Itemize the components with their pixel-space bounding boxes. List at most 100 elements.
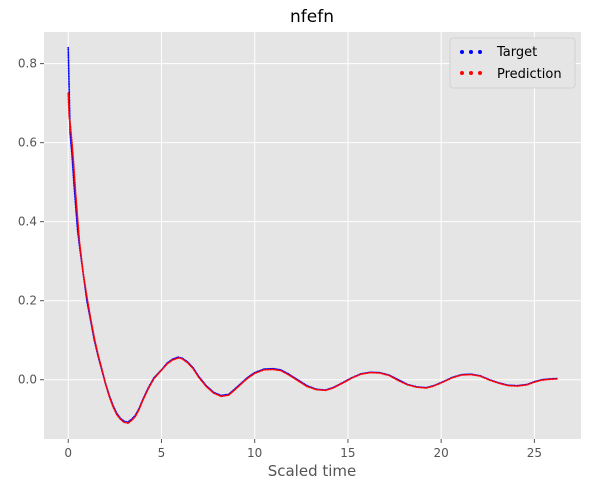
data-point bbox=[77, 223, 79, 225]
data-point bbox=[82, 272, 85, 274]
data-point bbox=[350, 377, 353, 380]
data-point bbox=[471, 373, 474, 376]
data-point bbox=[82, 270, 84, 273]
data-point bbox=[310, 387, 313, 389]
data-point bbox=[468, 373, 471, 376]
data-point bbox=[76, 216, 79, 219]
data-point bbox=[71, 146, 74, 149]
data-point bbox=[138, 406, 141, 409]
data-point bbox=[67, 66, 70, 68]
data-point bbox=[512, 384, 514, 387]
data-point bbox=[89, 317, 92, 320]
data-point bbox=[88, 308, 90, 311]
data-point bbox=[78, 235, 80, 238]
legend-marker-prediction bbox=[460, 71, 482, 75]
data-point bbox=[84, 286, 87, 289]
data-point bbox=[79, 246, 82, 249]
data-point bbox=[70, 140, 73, 142]
data-point bbox=[397, 379, 400, 382]
data-point bbox=[77, 232, 80, 235]
data-point bbox=[456, 375, 458, 378]
data-point bbox=[267, 368, 270, 371]
data-point bbox=[102, 374, 105, 377]
data-point bbox=[393, 377, 396, 380]
data-point bbox=[80, 259, 83, 262]
data-point bbox=[153, 377, 155, 380]
data-point bbox=[549, 378, 552, 381]
data-point bbox=[159, 370, 162, 373]
data-point bbox=[69, 125, 72, 128]
data-point bbox=[187, 363, 190, 365]
legend-label-prediction: Prediction bbox=[497, 67, 562, 82]
data-point bbox=[476, 374, 479, 377]
data-point bbox=[68, 90, 71, 92]
data-point bbox=[303, 383, 306, 386]
data-point bbox=[333, 386, 336, 389]
data-point bbox=[93, 337, 96, 340]
data-point bbox=[67, 56, 70, 59]
data-point bbox=[99, 361, 102, 364]
data-point bbox=[166, 363, 168, 365]
data-point bbox=[304, 384, 307, 387]
y-tick-label: 0.4 bbox=[18, 215, 37, 229]
data-point bbox=[299, 381, 302, 384]
data-point bbox=[106, 389, 109, 391]
data-point bbox=[129, 420, 132, 423]
data-point bbox=[76, 215, 79, 218]
data-point bbox=[253, 372, 256, 375]
data-point bbox=[105, 384, 107, 387]
data-point bbox=[326, 389, 328, 391]
data-point bbox=[518, 384, 521, 387]
x-tick-label: 25 bbox=[527, 446, 542, 460]
data-point bbox=[193, 369, 196, 372]
data-point bbox=[181, 357, 183, 360]
data-point bbox=[287, 373, 290, 376]
data-point bbox=[465, 373, 468, 376]
data-point bbox=[71, 148, 74, 150]
data-point bbox=[143, 396, 146, 399]
data-point bbox=[68, 109, 70, 112]
data-point bbox=[67, 75, 70, 78]
y-tick-label: 0.2 bbox=[18, 294, 37, 308]
data-point bbox=[412, 385, 415, 388]
data-point bbox=[67, 103, 70, 106]
data-point bbox=[451, 376, 454, 379]
data-point bbox=[501, 383, 503, 385]
data-point bbox=[68, 85, 70, 88]
data-point bbox=[92, 329, 94, 332]
data-point bbox=[240, 383, 242, 386]
data-point bbox=[546, 378, 549, 381]
data-point bbox=[162, 366, 165, 369]
data-point bbox=[106, 390, 109, 393]
data-point bbox=[82, 275, 85, 278]
data-point bbox=[432, 385, 435, 387]
data-point bbox=[453, 376, 455, 379]
data-point bbox=[423, 386, 426, 389]
data-point bbox=[261, 369, 264, 372]
data-point bbox=[448, 378, 451, 381]
data-point bbox=[67, 51, 70, 54]
data-point bbox=[76, 218, 79, 221]
data-point bbox=[256, 371, 259, 374]
data-point bbox=[284, 372, 287, 374]
data-point bbox=[275, 369, 278, 371]
data-point bbox=[96, 349, 98, 352]
data-point bbox=[108, 395, 111, 398]
data-point bbox=[75, 199, 78, 202]
data-point bbox=[68, 120, 71, 123]
data-point bbox=[81, 262, 83, 265]
data-point bbox=[521, 384, 524, 387]
data-point bbox=[215, 393, 218, 396]
data-point bbox=[507, 384, 510, 387]
data-point bbox=[370, 371, 373, 374]
data-point bbox=[131, 418, 134, 421]
data-point bbox=[245, 378, 247, 381]
data-point bbox=[392, 376, 394, 379]
data-point bbox=[74, 188, 77, 191]
data-point bbox=[106, 387, 108, 390]
data-point bbox=[403, 382, 406, 385]
data-point bbox=[103, 377, 106, 380]
data-point bbox=[82, 273, 85, 276]
data-point bbox=[119, 418, 122, 421]
data-point bbox=[98, 360, 101, 363]
